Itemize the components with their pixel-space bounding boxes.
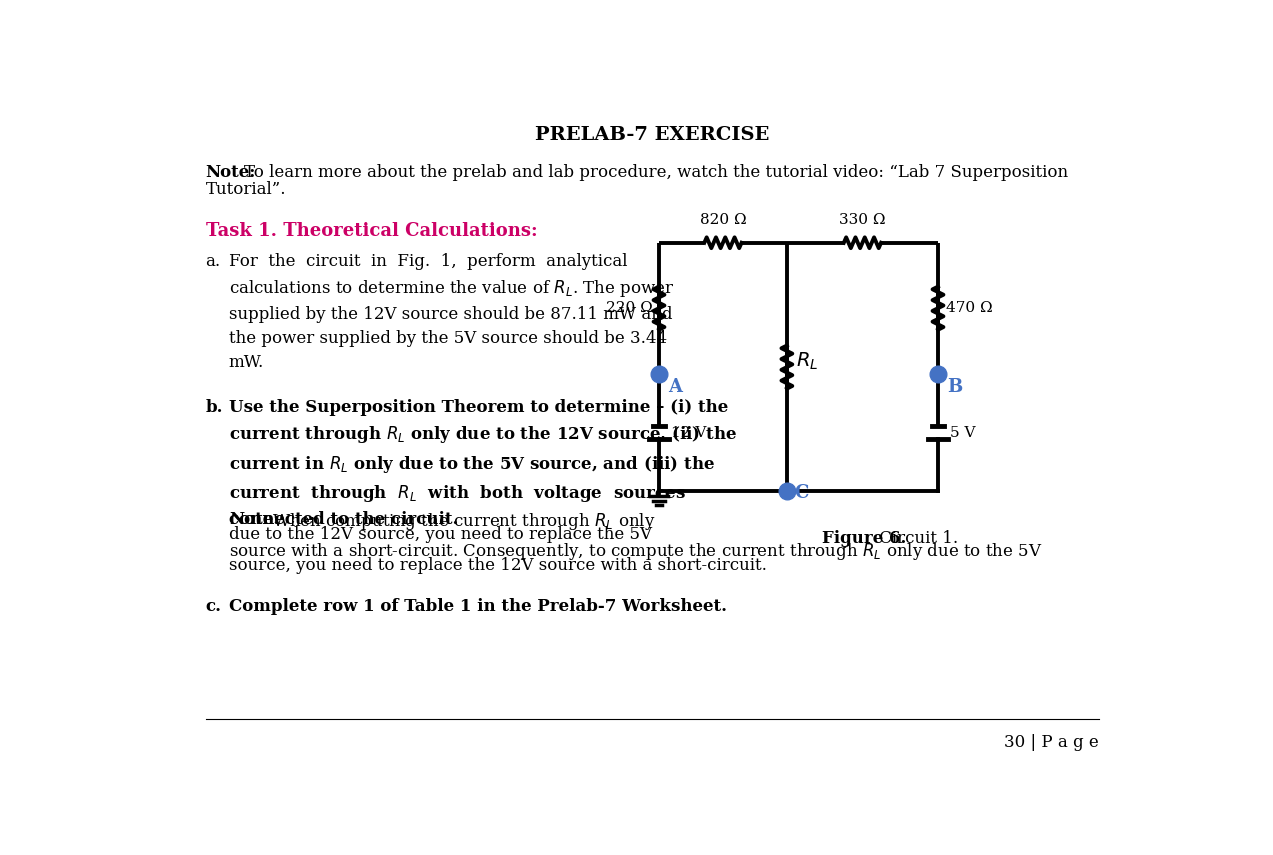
Text: 470 Ω: 470 Ω <box>946 301 993 315</box>
Text: 220 Ω: 220 Ω <box>606 301 653 315</box>
Text: Use the Superposition Theorem to determine – (i) the
current through $R_L$ only : Use the Superposition Theorem to determi… <box>229 399 737 528</box>
Text: Task 1. Theoretical Calculations:: Task 1. Theoretical Calculations: <box>206 222 537 240</box>
Text: To learn more about the prelab and lab procedure, watch the tutorial video: “Lab: To learn more about the prelab and lab p… <box>244 164 1068 181</box>
Text: PRELAB-7 EXERCISE: PRELAB-7 EXERCISE <box>535 126 769 144</box>
Text: 30 | P a g e: 30 | P a g e <box>1004 734 1099 751</box>
Text: Complete row 1 of Table 1 in the Prelab-7 Worksheet.: Complete row 1 of Table 1 in the Prelab-… <box>229 598 727 615</box>
Text: 12 V: 12 V <box>671 426 707 439</box>
Text: a.: a. <box>206 253 220 269</box>
Text: $R_L$: $R_L$ <box>796 351 819 372</box>
Text: Figure 6.: Figure 6. <box>822 530 906 547</box>
Text: Note:: Note: <box>229 510 279 528</box>
Text: 330 Ω: 330 Ω <box>839 214 886 227</box>
Text: B: B <box>947 378 962 396</box>
Text: A: A <box>668 378 682 396</box>
Text: source with a short-circuit. Consequently, to compute the current through $R_L$ : source with a short-circuit. Consequentl… <box>229 541 1043 563</box>
Text: due to the 12V source, you need to replace the 5V: due to the 12V source, you need to repla… <box>229 526 652 543</box>
Text: Note:: Note: <box>206 164 256 181</box>
Text: 5 V: 5 V <box>951 426 976 439</box>
Text: C: C <box>794 484 810 502</box>
Text: Tutorial”.: Tutorial”. <box>206 181 286 198</box>
Text: c.: c. <box>206 598 222 615</box>
Text: b.: b. <box>206 399 223 416</box>
Text: source, you need to replace the 12V source with a short-circuit.: source, you need to replace the 12V sour… <box>229 557 766 574</box>
Text: When computing the current through $R_L$ only: When computing the current through $R_L$… <box>271 510 656 532</box>
Text: 820 Ω: 820 Ω <box>700 214 746 227</box>
Text: Circuit 1.: Circuit 1. <box>875 530 959 547</box>
Text: For  the  circuit  in  Fig.  1,  perform  analytical
calculations to determine t: For the circuit in Fig. 1, perform analy… <box>229 253 675 371</box>
